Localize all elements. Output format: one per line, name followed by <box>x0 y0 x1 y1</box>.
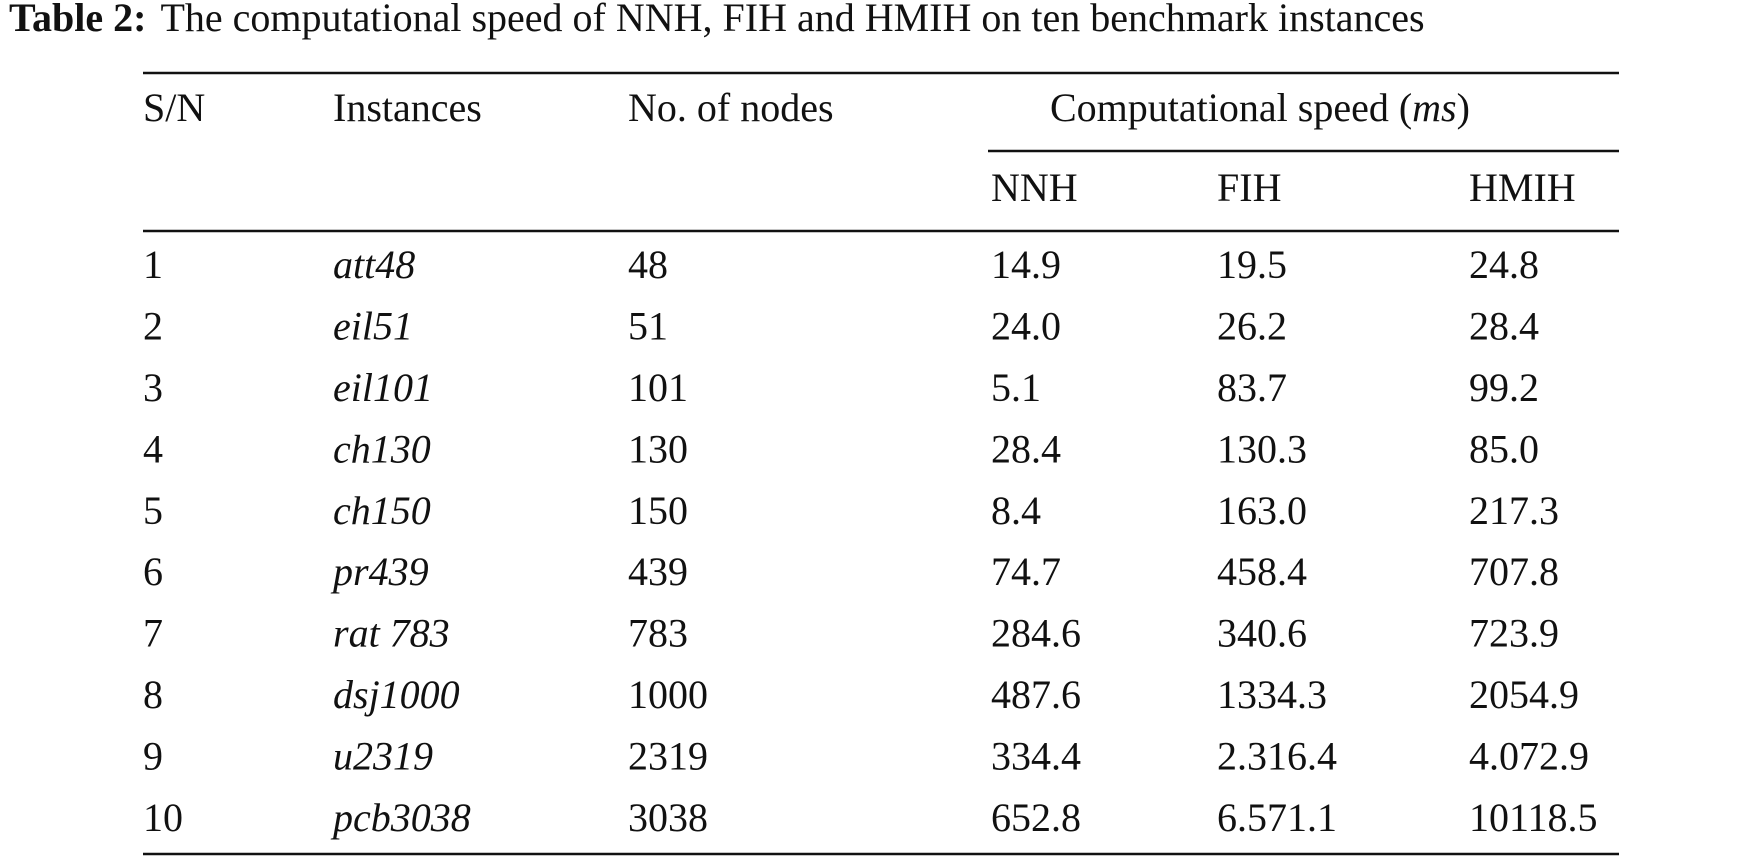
table-cell: 19.5 <box>1217 242 1287 287</box>
table-cell: 83.7 <box>1217 365 1287 410</box>
table-cell: 24.0 <box>991 304 1061 349</box>
table-cell: 334.4 <box>991 733 1081 778</box>
table-cell: 2319 <box>628 733 708 778</box>
table-cell: 74.7 <box>991 549 1061 594</box>
table-cell: eil51 <box>333 304 413 349</box>
table-cell: 150 <box>628 488 688 533</box>
table-cell: 439 <box>628 549 688 594</box>
table-cell: 487.6 <box>991 672 1081 717</box>
table-cell: 24.8 <box>1469 242 1539 287</box>
table-cell: 9 <box>143 733 163 778</box>
group-header-text: Computational speed ( <box>1050 85 1412 130</box>
table-cell: 1 <box>143 242 163 287</box>
table-cell: 130 <box>628 426 688 471</box>
table-cell: att48 <box>333 242 415 287</box>
table-cell: 4.072.9 <box>1469 733 1589 778</box>
table-cell: 707.8 <box>1469 549 1559 594</box>
table-cell: 458.4 <box>1217 549 1307 594</box>
table-cell: 4 <box>143 426 163 471</box>
table-cell: dsj1000 <box>333 672 460 717</box>
table-cell: 5 <box>143 488 163 533</box>
table-cell: eil101 <box>333 365 433 410</box>
table-cell: 85.0 <box>1469 426 1539 471</box>
group-header-unit: ms <box>1412 85 1456 130</box>
table-cell: 217.3 <box>1469 488 1559 533</box>
table-cell: ch130 <box>333 426 431 471</box>
table-cell: 101 <box>628 365 688 410</box>
table-cell: 48 <box>628 242 668 287</box>
table-cell: 28.4 <box>1469 304 1539 349</box>
table-cell: 2 <box>143 304 163 349</box>
table-cell: 28.4 <box>991 426 1061 471</box>
table-cell: 3 <box>143 365 163 410</box>
caption: Table 2: The computational speed of NNH, … <box>9 0 1425 40</box>
column-subheader: FIH <box>1217 165 1281 210</box>
table-cell: u2319 <box>333 733 433 778</box>
column-header: S/N <box>143 85 205 130</box>
table-cell: 6.571.1 <box>1217 795 1337 840</box>
table-cell: 284.6 <box>991 611 1081 656</box>
table-cell: ch150 <box>333 488 431 533</box>
caption-label: Table 2: <box>9 0 146 40</box>
group-header: Computational speed (ms) <box>1050 85 1470 130</box>
table-cell: 10118.5 <box>1469 795 1598 840</box>
table-cell: 130.3 <box>1217 426 1307 471</box>
table-cell: 723.9 <box>1469 611 1559 656</box>
table-cell: 1334.3 <box>1217 672 1327 717</box>
column-subheader: HMIH <box>1469 165 1576 210</box>
table-cell: 10 <box>143 795 183 840</box>
table-cell: 783 <box>628 611 688 656</box>
table-cell: pcb3038 <box>330 795 471 840</box>
table-cell: 26.2 <box>1217 304 1287 349</box>
table-cell: 8.4 <box>991 488 1041 533</box>
table-cell: 8 <box>143 672 163 717</box>
caption-text: The computational speed of NNH, FIH and … <box>160 0 1424 40</box>
table-cell: 2.316.4 <box>1217 733 1337 778</box>
table-cell: 652.8 <box>991 795 1081 840</box>
table-cell: 340.6 <box>1217 611 1307 656</box>
column-header: Instances <box>333 85 482 130</box>
table-cell: 99.2 <box>1469 365 1539 410</box>
column-subheader: NNH <box>991 165 1078 210</box>
table-cell: 2054.9 <box>1469 672 1579 717</box>
table-cell: 7 <box>143 611 163 656</box>
table-cell: 6 <box>143 549 163 594</box>
table-cell: 14.9 <box>991 242 1061 287</box>
table-cell: 163.0 <box>1217 488 1307 533</box>
table-cell: pr439 <box>330 549 429 594</box>
table-cell: 5.1 <box>991 365 1041 410</box>
table-cell: 51 <box>628 304 668 349</box>
table-cell: 1000 <box>628 672 708 717</box>
column-header: No. of nodes <box>628 85 834 130</box>
group-header-text: ) <box>1457 85 1470 130</box>
table-cell: rat 783 <box>333 611 450 656</box>
table-cell: 3038 <box>628 795 708 840</box>
